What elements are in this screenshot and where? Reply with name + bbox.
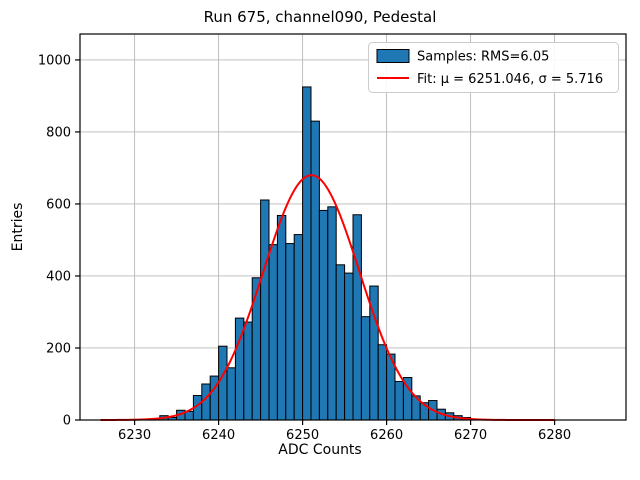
histogram-bar [360, 316, 371, 421]
y-tick-label: 600 [46, 197, 71, 212]
axes-spines [79, 33, 627, 421]
histogram-bar [243, 321, 253, 421]
histogram-bar [377, 344, 388, 421]
y-tick-label: 800 [46, 125, 71, 140]
histogram-bar [335, 264, 346, 421]
legend-fit-label: Fit: μ = 6251.046, σ = 5.716 [417, 72, 603, 87]
histogram-bar [327, 206, 337, 421]
histogram-bar [226, 367, 236, 421]
legend: Samples: RMS=6.05 Fit: μ = 6251.046, σ =… [368, 42, 619, 93]
histogram-bar [318, 209, 329, 421]
y-axis-label: Entries [10, 203, 26, 252]
y-tick-label: 200 [46, 341, 71, 356]
histogram-bar [276, 214, 287, 421]
y-tick-label: 0 [63, 414, 71, 429]
legend-box [368, 42, 619, 93]
x-axis-label: ADC Counts [278, 442, 361, 458]
legend-samples-swatch [376, 49, 410, 63]
y-tick-label: 400 [46, 269, 71, 284]
histogram-bar [268, 244, 278, 421]
histogram-bar [302, 86, 312, 421]
histogram-bar [310, 120, 320, 421]
plot-border [79, 33, 627, 421]
histogram-bar [285, 243, 295, 421]
histogram-bars [159, 86, 472, 421]
histogram-bar [293, 234, 304, 421]
x-tick-label: 6270 [454, 428, 487, 443]
x-tick-label: 6280 [538, 428, 571, 443]
x-tick-label: 6230 [118, 428, 151, 443]
histogram-bar [218, 345, 228, 421]
y-tick-label: 1000 [38, 53, 71, 68]
histogram-bar [344, 272, 354, 421]
x-tick-label: 6260 [370, 428, 403, 443]
x-tick-label: 6250 [286, 428, 319, 443]
x-tick-label: 6240 [202, 428, 235, 443]
chart-title: Run 675, channel090, Pedestal [204, 8, 437, 26]
legend-samples-label: Samples: RMS=6.05 [417, 50, 549, 65]
axis-ticks: 6230 6240 6250 6260 6270 6280 0 200 400 600 800 100… [38, 53, 571, 443]
histogram-bar [394, 380, 404, 421]
histogram-bar [260, 199, 270, 421]
histogram-bar [352, 214, 362, 421]
